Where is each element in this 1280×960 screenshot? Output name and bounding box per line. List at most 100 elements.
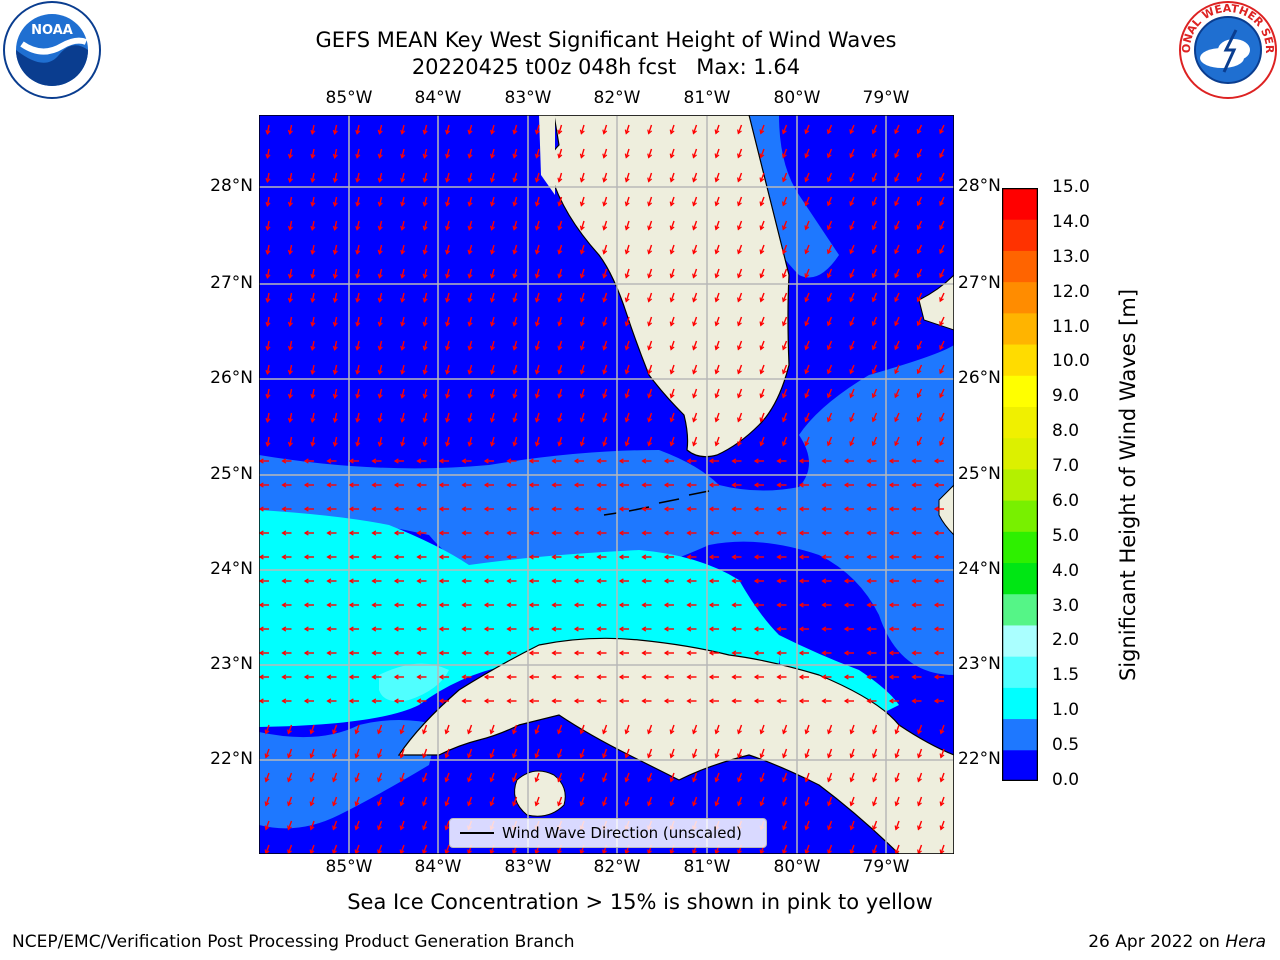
wave-direction-arrow: [490, 340, 495, 350]
wave-direction-arrowhead: [647, 393, 653, 399]
wave-direction-arrow: [311, 436, 315, 446]
wave-direction-arrow: [715, 412, 720, 422]
wave-direction-arrowhead: [483, 530, 489, 536]
wave-direction-arrow: [289, 148, 293, 158]
wave-direction-arrowhead: [551, 506, 557, 512]
wave-direction-arrow: [939, 124, 945, 134]
wave-direction-arrowhead: [512, 369, 518, 375]
wave-direction-arrowhead: [759, 729, 765, 735]
wave-direction-arrow: [333, 148, 338, 158]
wave-direction-arrowhead: [692, 297, 697, 303]
wave-direction-arrow: [670, 268, 675, 278]
wave-direction-arrowhead: [264, 825, 270, 831]
wave-direction-arrowhead: [326, 626, 332, 632]
wave-direction-arrowhead: [445, 417, 451, 423]
wave-direction-arrowhead: [624, 249, 630, 255]
wave-direction-arrow: [603, 220, 608, 230]
wave-direction-arrowhead: [287, 441, 293, 447]
wave-direction-arrowhead: [332, 153, 338, 159]
wave-direction-arrow: [782, 220, 788, 230]
wave-direction-arrow: [625, 268, 630, 278]
wave-direction-arrow: [760, 796, 765, 806]
wave-direction-arrow: [670, 724, 675, 734]
wave-direction-arrowhead: [888, 626, 894, 632]
wave-direction-arrow: [558, 412, 563, 422]
wave-direction-arrowhead: [692, 729, 697, 735]
wave-direction-arrow: [400, 772, 405, 782]
wave-direction-arrowhead: [753, 626, 759, 632]
wave-direction-arrowhead: [467, 129, 473, 135]
wave-direction-arrowhead: [467, 297, 473, 303]
wave-direction-arrow: [805, 844, 810, 854]
wave-direction-arrow: [333, 196, 338, 206]
wave-direction-arrowhead: [894, 753, 900, 759]
wave-direction-arrowhead: [309, 777, 315, 783]
wave-direction-arrow: [782, 412, 788, 422]
wave-direction-arrow: [580, 436, 585, 446]
wave-direction-arrow: [287, 772, 293, 782]
wave-direction-arrowhead: [737, 369, 742, 375]
wave-direction-arrowhead: [512, 393, 518, 399]
wave-direction-arrowhead: [489, 201, 495, 207]
wave-direction-arrow: [401, 148, 405, 158]
wave-direction-arrowhead: [551, 458, 557, 464]
wave-direction-arrowhead: [888, 554, 894, 560]
wave-direction-arrowhead: [310, 153, 316, 159]
wave-direction-arrowhead: [400, 345, 406, 351]
wave-direction-arrow: [737, 124, 743, 134]
wave-direction-arrowhead: [849, 369, 855, 375]
wave-direction-arrowhead: [647, 441, 653, 447]
wave-direction-arrowhead: [573, 602, 579, 608]
wave-direction-arrow: [850, 772, 855, 782]
wave-direction-arrow: [422, 724, 428, 734]
wave-direction-arrowhead: [310, 369, 316, 375]
wave-direction-arrow: [872, 196, 878, 206]
wave-direction-arrowhead: [781, 417, 787, 423]
wave-direction-arrow: [603, 172, 608, 182]
wave-direction-arrowhead: [377, 441, 383, 447]
wave-direction-arrow: [872, 748, 878, 758]
wave-direction-arrow: [289, 292, 293, 302]
wave-direction-arrow: [535, 316, 540, 326]
wave-direction-arrowhead: [737, 321, 742, 327]
wave-direction-arrowhead: [624, 153, 630, 159]
wave-direction-arrow: [872, 316, 878, 326]
wave-direction-arrowhead: [776, 602, 782, 608]
wave-direction-arrowhead: [596, 554, 602, 560]
wave-direction-arrowhead: [579, 393, 585, 399]
wave-direction-arrow: [355, 724, 360, 734]
wave-direction-arrowhead: [422, 417, 428, 423]
wave-direction-arrowhead: [804, 417, 810, 423]
wave-direction-arrowhead: [287, 801, 292, 807]
wave-direction-arrow: [446, 412, 450, 422]
wave-direction-arrowhead: [804, 153, 810, 159]
wave-direction-arrow: [647, 796, 653, 806]
wave-direction-arrowhead: [422, 441, 428, 447]
wave-direction-arrow: [894, 340, 900, 350]
wave-direction-arrow: [287, 796, 293, 806]
wave-direction-arrow: [535, 748, 540, 758]
wave-direction-arrow: [872, 268, 878, 278]
wave-direction-arrowhead: [377, 729, 382, 735]
wave-direction-arrow: [670, 292, 675, 302]
wave-direction-arrow: [827, 364, 833, 374]
wave-direction-arrow: [422, 820, 428, 830]
wave-direction-arrowhead: [827, 825, 832, 831]
wave-direction-arrowhead: [708, 650, 714, 656]
wave-direction-arrow: [647, 292, 653, 302]
wave-direction-arrowhead: [708, 578, 714, 584]
wave-direction-arrowhead: [781, 129, 787, 135]
wave-direction-arrowhead: [422, 249, 428, 255]
wave-direction-arrowhead: [326, 698, 332, 704]
wave-direction-arrowhead: [663, 506, 669, 512]
wave-direction-arrowhead: [911, 602, 917, 608]
wave-direction-arrowhead: [821, 578, 827, 584]
wave-direction-arrowhead: [534, 129, 540, 135]
wave-direction-arrowhead: [714, 393, 720, 399]
wave-direction-arrowhead: [669, 225, 675, 231]
wave-direction-arrowhead: [641, 458, 647, 464]
colorbar-band: [1002, 188, 1038, 220]
colorbar-tick-label: 13.0: [1052, 246, 1090, 267]
colorbar-band: [1002, 250, 1038, 283]
wave-direction-arrowhead: [759, 345, 765, 351]
